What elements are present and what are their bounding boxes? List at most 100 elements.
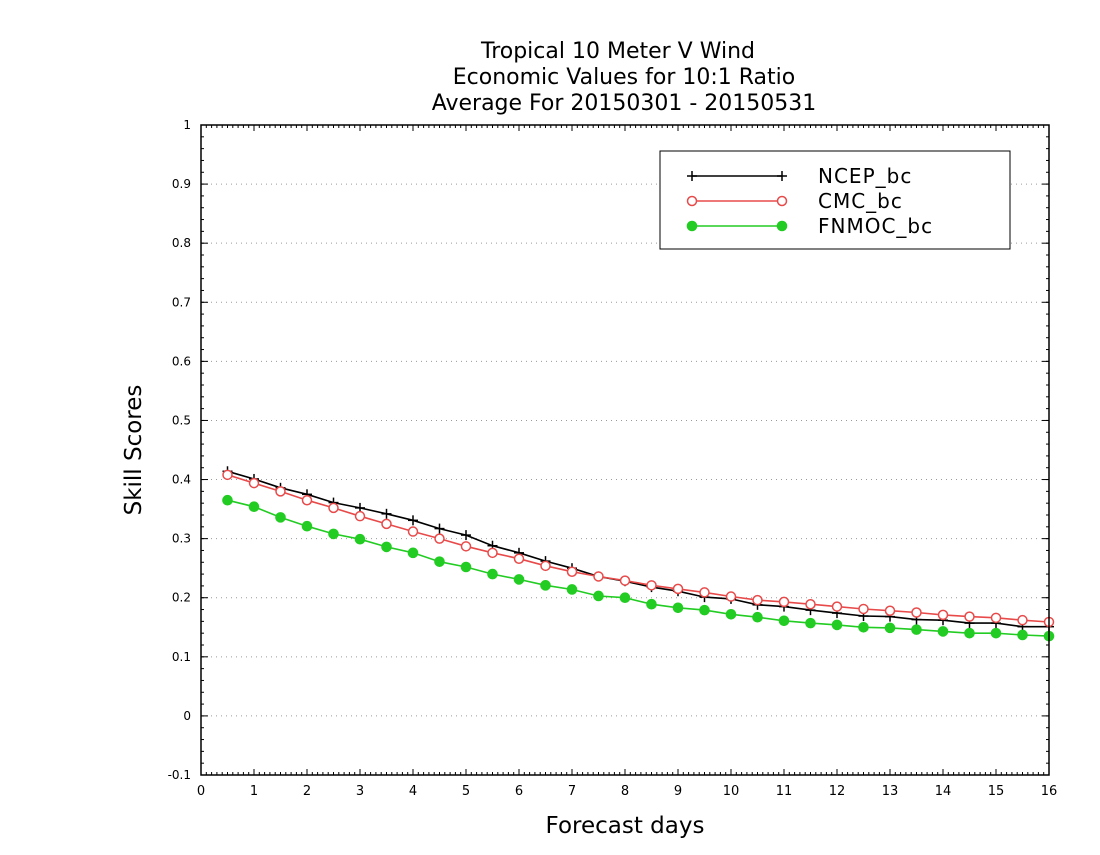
data-point-cmc-bc xyxy=(672,583,684,595)
data-point-fnmoc-bc xyxy=(354,533,366,545)
data-point-cmc-bc xyxy=(407,526,419,537)
x-tick-label: 12 xyxy=(829,784,846,799)
data-point-fnmoc-bc xyxy=(805,617,816,629)
data-point-cmc-bc xyxy=(381,518,392,530)
data-point-cmc-bc xyxy=(248,477,260,489)
series-line-ncep-bc xyxy=(227,470,1049,628)
data-point-cmc-bc xyxy=(275,486,286,497)
y-tick-label: 0.2 xyxy=(172,591,191,605)
data-point-fnmoc-bc xyxy=(381,541,392,553)
legend-label-fnmoc-bc: FNMOC_bc xyxy=(818,214,933,238)
x-tick-label: 7 xyxy=(568,784,576,799)
data-point-cmc-bc xyxy=(593,571,604,582)
x-tick-label: 16 xyxy=(1041,784,1058,799)
x-tick-label: 2 xyxy=(303,784,311,799)
data-point-fnmoc-bc xyxy=(911,624,922,635)
x-tick-label: 9 xyxy=(674,784,682,799)
y-tick-label: -0.1 xyxy=(168,768,191,782)
data-point-fnmoc-bc xyxy=(831,619,843,631)
data-point-cmc-bc xyxy=(354,510,366,522)
series-line-cmc-bc xyxy=(227,474,1050,623)
data-point-cmc-bc xyxy=(964,611,975,622)
y-tick-label: 0.8 xyxy=(172,236,191,250)
data-point-fnmoc-bc xyxy=(460,561,472,573)
data-point-fnmoc-bc xyxy=(725,608,737,620)
data-point-cmc-bc xyxy=(301,494,313,506)
legend-marker-cmc-bc xyxy=(776,195,788,207)
data-point-fnmoc-bc xyxy=(699,604,710,616)
x-tick-label: 8 xyxy=(621,784,629,799)
data-point-cmc-bc xyxy=(222,469,233,481)
x-tick-label: 0 xyxy=(197,784,205,799)
plot-frame xyxy=(200,124,1050,776)
data-point-fnmoc-bc xyxy=(222,494,233,506)
series-cmc-bc xyxy=(222,469,1055,628)
data-point-fnmoc-bc xyxy=(301,520,313,532)
data-point-fnmoc-bc xyxy=(937,626,949,637)
y-axis-label: Skill Scores xyxy=(121,385,147,516)
x-tick-label: 5 xyxy=(462,784,470,799)
data-point-cmc-bc xyxy=(646,580,657,591)
data-point-fnmoc-bc xyxy=(990,627,1002,639)
legend-box xyxy=(659,150,1011,250)
data-point-fnmoc-bc xyxy=(593,590,604,602)
data-point-fnmoc-bc xyxy=(1017,629,1028,641)
data-point-fnmoc-bc xyxy=(248,501,260,513)
y-tick-label: 0.6 xyxy=(172,354,191,368)
data-point-fnmoc-bc xyxy=(619,592,631,604)
legend-label-cmc-bc: CMC_bc xyxy=(818,189,903,213)
data-point-fnmoc-bc xyxy=(328,528,339,540)
chart-title: Tropical 10 Meter V Wind Economic Values… xyxy=(432,39,817,116)
x-tick-label: 10 xyxy=(723,784,740,799)
data-point-cmc-bc xyxy=(911,607,922,618)
y-tick-label: 0.3 xyxy=(172,532,191,546)
data-point-fnmoc-bc xyxy=(434,556,445,567)
data-point-fnmoc-bc xyxy=(672,602,684,614)
data-point-fnmoc-bc xyxy=(964,627,975,639)
data-point-cmc-bc xyxy=(778,596,790,608)
data-point-cmc-bc xyxy=(460,541,472,552)
data-point-cmc-bc xyxy=(699,587,710,598)
x-tick-label: 3 xyxy=(356,784,364,799)
x-tick-label: 6 xyxy=(515,784,523,799)
data-point-cmc-bc xyxy=(990,612,1002,624)
y-tick-label: 0.9 xyxy=(172,177,191,191)
y-tick-label: 0.4 xyxy=(172,473,191,487)
legend-marker-cmc-bc xyxy=(686,195,698,207)
data-point-cmc-bc xyxy=(1017,614,1028,626)
x-axis-label: Forecast days xyxy=(546,813,705,839)
data-point-cmc-bc xyxy=(513,553,525,564)
data-point-cmc-bc xyxy=(725,591,737,602)
data-point-cmc-bc xyxy=(434,533,445,544)
data-point-cmc-bc xyxy=(858,603,869,615)
data-point-fnmoc-bc xyxy=(566,584,578,595)
y-tick-label: 0 xyxy=(183,709,191,723)
y-tick-label: 0.7 xyxy=(172,295,191,309)
data-point-fnmoc-bc xyxy=(646,598,657,610)
grid-lines xyxy=(201,183,1049,717)
series-ncep-bc xyxy=(222,466,1054,632)
legend-marker-fnmoc-bc xyxy=(686,220,698,232)
data-point-cmc-bc xyxy=(619,575,631,586)
x-tick-label: 15 xyxy=(988,784,1005,799)
series-fnmoc-bc xyxy=(222,494,1055,642)
data-point-cmc-bc xyxy=(752,594,763,606)
x-tick-label: 14 xyxy=(935,784,952,799)
x-tick-label: 13 xyxy=(882,784,899,799)
data-point-cmc-bc xyxy=(884,605,896,616)
chart-title-line-1: Tropical 10 Meter V Wind xyxy=(480,39,755,64)
data-point-fnmoc-bc xyxy=(884,622,896,634)
legend-marker-fnmoc-bc xyxy=(776,220,788,232)
data-point-fnmoc-bc xyxy=(752,611,763,623)
chart-title-line-2: Economic Values for 10:1 Ratio xyxy=(453,65,795,90)
data-point-cmc-bc xyxy=(328,502,339,514)
data-point-fnmoc-bc xyxy=(778,615,790,627)
y-tick-label: 0.5 xyxy=(172,413,191,427)
data-point-cmc-bc xyxy=(937,609,949,621)
x-tick-label: 1 xyxy=(250,784,258,799)
data-point-cmc-bc xyxy=(805,598,816,610)
data-series xyxy=(222,466,1055,642)
data-point-cmc-bc xyxy=(540,560,551,572)
